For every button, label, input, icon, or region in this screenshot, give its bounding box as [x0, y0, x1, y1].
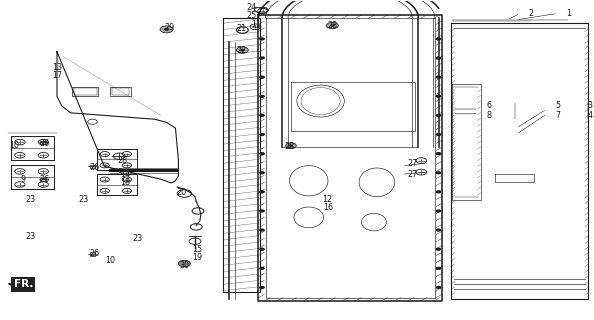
Circle shape [435, 248, 441, 251]
Text: 26: 26 [89, 250, 99, 259]
Circle shape [435, 286, 441, 289]
Circle shape [435, 133, 441, 136]
Text: 8: 8 [487, 111, 492, 120]
Text: 23: 23 [132, 234, 142, 243]
Circle shape [259, 95, 265, 98]
Text: 30: 30 [179, 261, 189, 270]
Text: 24: 24 [247, 3, 257, 12]
Text: 23: 23 [26, 232, 36, 241]
Circle shape [164, 28, 169, 31]
Text: 10: 10 [105, 256, 115, 265]
Bar [90, 252, 96, 256]
Text: 26: 26 [39, 175, 49, 184]
Circle shape [259, 209, 265, 212]
Text: 28: 28 [285, 142, 295, 151]
Text: 27: 27 [407, 159, 418, 168]
Circle shape [259, 56, 265, 60]
Text: 19: 19 [192, 253, 203, 262]
Text: 28: 28 [327, 21, 337, 30]
Circle shape [330, 24, 335, 27]
Text: 20: 20 [176, 188, 187, 197]
Text: 5: 5 [555, 101, 560, 110]
Text: 9: 9 [118, 168, 123, 177]
Text: 21: 21 [237, 24, 247, 33]
Circle shape [289, 145, 293, 147]
Text: 23: 23 [26, 195, 36, 204]
Circle shape [435, 209, 441, 212]
Text: 16: 16 [323, 203, 333, 212]
Circle shape [259, 114, 265, 117]
Circle shape [435, 56, 441, 60]
Text: 4: 4 [587, 111, 593, 120]
Circle shape [259, 267, 265, 270]
Circle shape [259, 171, 265, 174]
Text: 1: 1 [565, 9, 571, 18]
Circle shape [160, 26, 173, 33]
Bar [40, 178, 46, 181]
Text: 3: 3 [587, 101, 593, 110]
Circle shape [286, 143, 296, 148]
Circle shape [259, 286, 265, 289]
Text: 22: 22 [236, 46, 247, 55]
Text: 7: 7 [555, 111, 560, 120]
Text: FR.: FR. [14, 279, 33, 289]
Text: 9: 9 [21, 175, 26, 184]
Circle shape [327, 22, 339, 29]
Circle shape [259, 152, 265, 155]
Text: 13: 13 [52, 63, 62, 72]
Circle shape [435, 267, 441, 270]
Circle shape [435, 114, 441, 117]
Text: 29: 29 [165, 23, 175, 32]
Text: 2: 2 [528, 9, 533, 18]
Bar [74, 88, 97, 95]
Text: 11: 11 [252, 20, 261, 29]
Text: 12: 12 [323, 195, 333, 204]
Circle shape [435, 228, 441, 232]
Text: 23: 23 [78, 195, 89, 204]
Circle shape [259, 133, 265, 136]
Circle shape [435, 152, 441, 155]
Text: 10: 10 [9, 141, 19, 150]
Circle shape [236, 47, 248, 53]
Bar [112, 88, 129, 95]
Circle shape [435, 95, 441, 98]
Circle shape [435, 190, 441, 194]
Text: 17: 17 [52, 71, 62, 80]
Text: 14: 14 [120, 170, 130, 179]
Text: 27: 27 [407, 170, 418, 179]
Circle shape [259, 248, 265, 251]
Bar [90, 165, 96, 168]
Circle shape [435, 171, 441, 174]
Bar [40, 141, 46, 144]
Circle shape [259, 76, 265, 79]
Circle shape [259, 37, 265, 41]
Text: 6: 6 [487, 101, 492, 110]
Circle shape [259, 228, 265, 232]
Circle shape [178, 260, 190, 267]
Text: 28: 28 [117, 156, 127, 164]
Bar [110, 87, 131, 96]
Text: 15: 15 [192, 245, 203, 254]
Text: 18: 18 [120, 178, 130, 187]
Circle shape [435, 76, 441, 79]
Circle shape [240, 49, 245, 51]
Circle shape [259, 190, 265, 194]
Bar [72, 87, 99, 96]
Text: 26: 26 [39, 139, 49, 148]
Text: 25: 25 [246, 11, 257, 20]
Circle shape [435, 37, 441, 41]
Text: 26: 26 [89, 163, 99, 172]
